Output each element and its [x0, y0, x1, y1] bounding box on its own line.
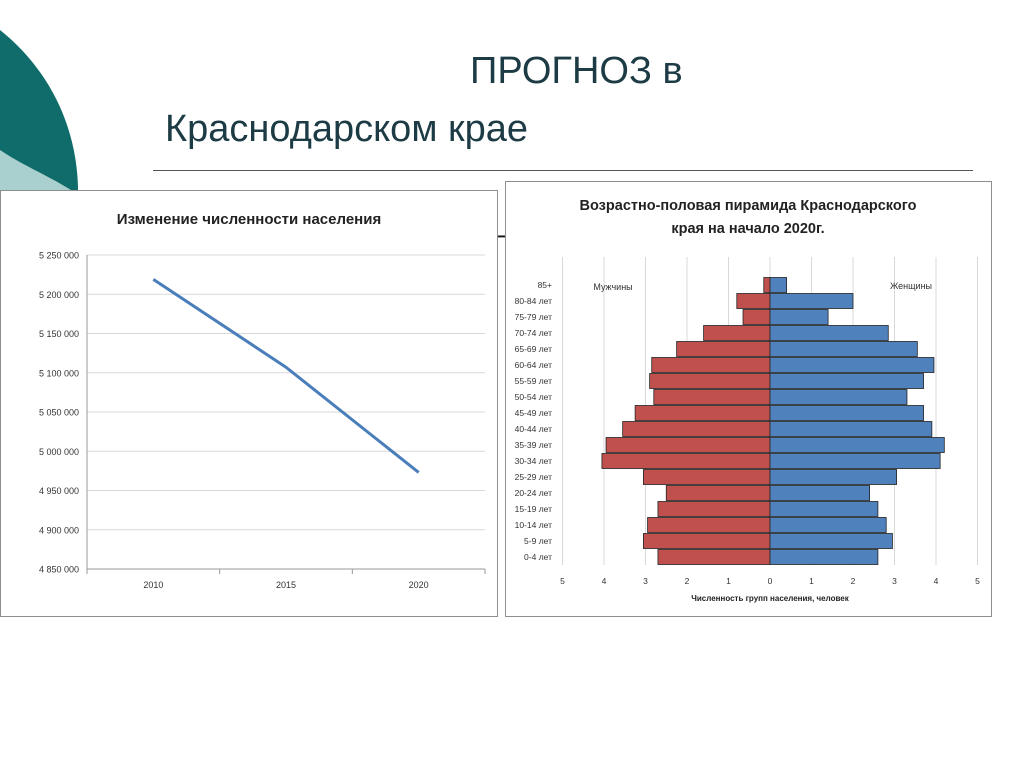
- pyramid-category-label: 85+: [538, 280, 552, 290]
- male-bar: [657, 549, 771, 565]
- line-chart-y-tick-label: 5 050 000: [39, 408, 79, 418]
- pyramid-x-tick-label: 3: [643, 576, 648, 586]
- pyramid-category-label: 75-79 лет: [515, 312, 553, 322]
- line-chart-y-tick-label: 4 950 000: [39, 486, 79, 496]
- pyramid-x-tick-label: 2: [851, 576, 856, 586]
- pyramid-category-label: 25-29 лет: [515, 472, 553, 482]
- pyramid-title-line1: Возрастно-половая пирамида Краснодарског…: [580, 198, 917, 214]
- pyramid-title-line2: края на начало 2020г.: [671, 221, 824, 237]
- male-bar: [634, 405, 771, 421]
- line-chart-y-tick-label: 5 250 000: [39, 251, 79, 261]
- female-bar: [769, 501, 879, 517]
- line-chart-y-tick-label: 5 150 000: [39, 329, 79, 339]
- male-bar: [653, 389, 771, 405]
- teal-arc-shape: [0, 30, 79, 200]
- pyramid-x-tick-label: 5: [975, 576, 980, 586]
- pyramid-x-tick-label: 1: [809, 576, 814, 586]
- slide-title-line2: Краснодарском крае: [165, 108, 529, 150]
- male-bar: [643, 469, 771, 485]
- line-chart-y-tick-label: 4 850 000: [39, 565, 79, 575]
- female-bar: [769, 549, 879, 565]
- pyramid-category-label: 45-49 лет: [515, 408, 553, 418]
- line-chart-x-tick-label: 2015: [276, 580, 296, 590]
- female-bar: [769, 357, 935, 373]
- male-bar: [676, 341, 771, 357]
- male-bar: [643, 533, 771, 549]
- pyramid-x-tick-label: 4: [934, 576, 939, 586]
- female-bar: [769, 469, 897, 485]
- male-bar: [651, 357, 771, 373]
- pyramid-category-label: 30-34 лет: [515, 456, 553, 466]
- pyramid-x-tick-label: 0: [768, 576, 773, 586]
- male-bar: [763, 277, 771, 293]
- female-bar: [769, 453, 941, 469]
- female-bar: [769, 309, 829, 325]
- male-bar: [647, 517, 771, 533]
- pyramid-x-tick-label: 1: [726, 576, 731, 586]
- light-arc-shape: [0, 150, 85, 200]
- pyramid-category-label: 80-84 лет: [515, 296, 553, 306]
- line-chart-svg: Изменение численности населения 4 850 00…: [39, 211, 486, 590]
- pyramid-category-label: 40-44 лет: [515, 424, 553, 434]
- pyramid-category-label: 65-69 лет: [515, 344, 553, 354]
- pyramid-category-label: 55-59 лет: [515, 376, 553, 386]
- female-bar: [769, 277, 788, 293]
- pyramid-x-tick-label: 3: [892, 576, 897, 586]
- pyramid-x-tick-label: 4: [602, 576, 607, 586]
- pyramid-x-tick-label: 5: [560, 576, 565, 586]
- line-chart-x-tick-label: 2020: [409, 580, 429, 590]
- female-bar: [769, 341, 918, 357]
- pyramid-x-axis-label: Численность групп населения, человек: [691, 594, 850, 603]
- legend-label-men: Мужчины: [593, 282, 632, 292]
- pyramid-category-label: 60-64 лет: [515, 360, 553, 370]
- pyramid-category-label: 15-19 лет: [515, 504, 553, 514]
- female-bar: [769, 437, 945, 453]
- pyramid-category-label: 70-74 лет: [515, 328, 553, 338]
- line-chart-y-tick-label: 5 200 000: [39, 290, 79, 300]
- pyramid-category-label: 35-39 лет: [515, 440, 553, 450]
- pyramid-category-label: 20-24 лет: [515, 488, 553, 498]
- pyramid-category-label: 10-14 лет: [515, 520, 553, 530]
- female-bar: [769, 421, 933, 437]
- male-bar: [736, 293, 771, 309]
- female-bar: [769, 517, 887, 533]
- male-bar: [703, 325, 771, 341]
- population-line-chart: Изменение численности населения 4 850 00…: [0, 190, 498, 617]
- female-bar: [769, 533, 893, 549]
- male-bar: [622, 421, 771, 437]
- age-sex-pyramid-chart: Возрастно-половая пирамида Краснодарског…: [505, 181, 992, 617]
- male-bar: [665, 485, 771, 501]
- female-bar: [769, 405, 924, 421]
- population-series-line: [152, 278, 420, 474]
- male-bar: [742, 309, 771, 325]
- pyramid-category-label: 5-9 лет: [524, 536, 552, 546]
- legend-label-women: Женщины: [890, 281, 932, 291]
- line-chart-y-tick-label: 5 000 000: [39, 447, 79, 457]
- male-bar: [649, 373, 771, 389]
- male-bar: [601, 453, 771, 469]
- female-bar: [769, 293, 854, 309]
- pyramid-x-tick-label: 2: [685, 576, 690, 586]
- pyramid-category-label: 0-4 лет: [524, 552, 552, 562]
- line-chart-title: Изменение численности населения: [117, 211, 381, 228]
- male-bar: [657, 501, 771, 517]
- line-chart-x-tick-label: 2010: [143, 580, 163, 590]
- female-bar: [769, 485, 870, 501]
- pyramid-chart-svg: Возрастно-половая пирамида Краснодарског…: [515, 198, 981, 603]
- line-chart-y-tick-label: 4 900 000: [39, 525, 79, 535]
- female-bar: [769, 325, 889, 341]
- female-bar: [769, 373, 924, 389]
- title-divider: [153, 170, 973, 171]
- line-chart-y-tick-label: 5 100 000: [39, 368, 79, 378]
- male-bar: [605, 437, 771, 453]
- pyramid-category-label: 50-54 лет: [515, 392, 553, 402]
- slide-title-line1: ПРОГНОЗ в: [470, 50, 683, 92]
- female-bar: [769, 389, 908, 405]
